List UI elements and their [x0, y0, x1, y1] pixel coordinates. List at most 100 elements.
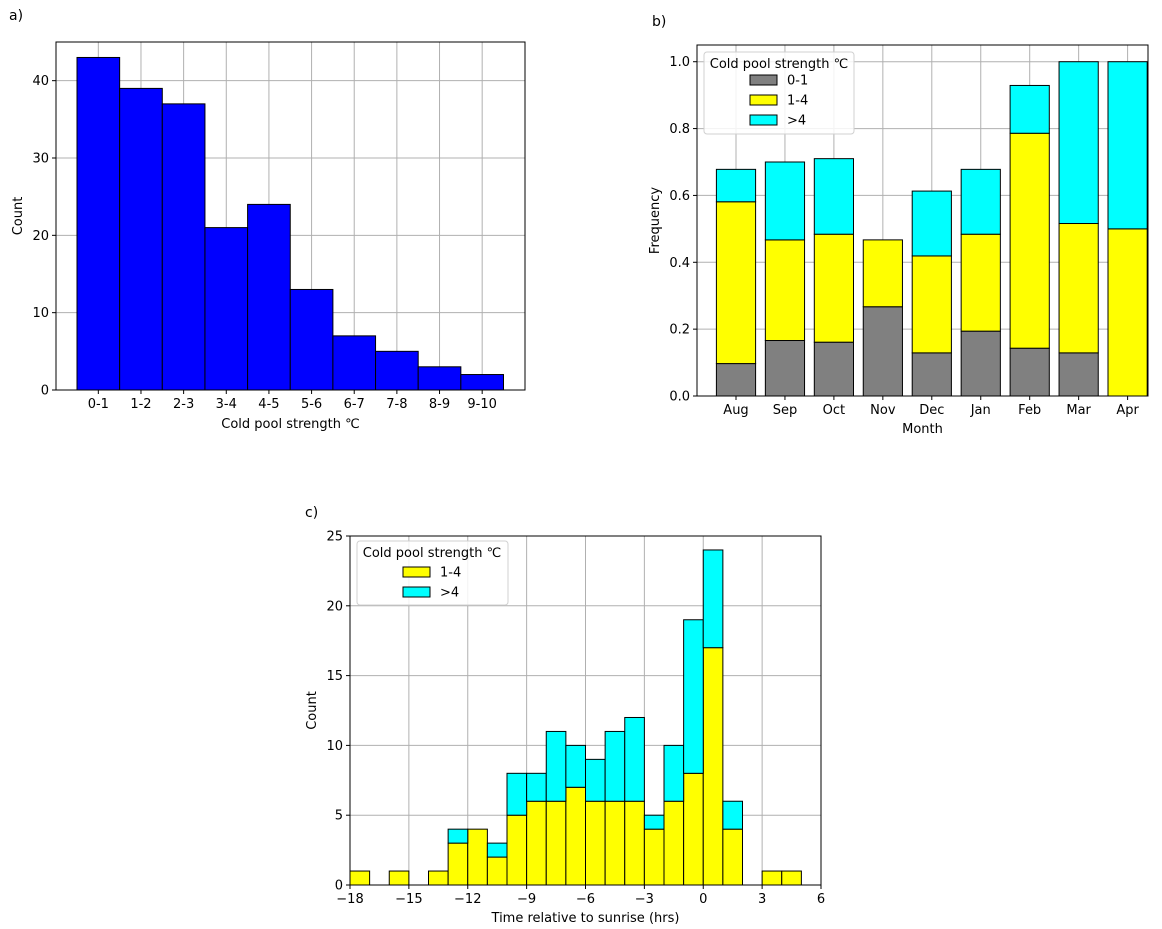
panel-c-bar-0: [702, 647, 724, 886]
panel-c-xtick-label: 6: [817, 892, 825, 907]
panel-b-ytick-label: 0.0: [669, 390, 690, 405]
panel-c-xtick-label: −15: [395, 892, 422, 907]
panel-c-bar-0: [486, 856, 508, 886]
panel-a-xtick-label: 0-1: [88, 397, 109, 412]
panel-c-bar-0: [506, 814, 528, 886]
panel-b-bar-1: [1058, 223, 1099, 354]
panel-b-xtick-label: Feb: [1018, 403, 1041, 418]
panel-b-legend-box: [703, 51, 855, 135]
panel-c-ytick-label: 0: [335, 879, 343, 894]
panel-a-bar: [460, 374, 505, 391]
panel-c-legend: Cold pool strength ℃ 1-4 >4: [356, 540, 509, 606]
panel-b-axes-frame: [696, 44, 1149, 397]
panel-b-bar-0: [862, 306, 903, 397]
panel-b-bar-2: [911, 190, 952, 257]
panel-b-bar-0: [813, 341, 854, 397]
panel-c-legend-swatch: [402, 586, 431, 598]
panel-c-bar-1: [585, 758, 606, 802]
panel-b-label: b): [652, 14, 666, 30]
panel-c-ytick-label: 5: [335, 809, 343, 824]
panel-b-bar-1: [764, 239, 806, 342]
panel-c-legend-label: >4: [440, 586, 459, 601]
panel-b-xtick-label: Apr: [1116, 403, 1139, 418]
panel-a-bar: [375, 350, 419, 391]
panel-c-xtick-label: −6: [576, 892, 595, 907]
panel-a-bar: [332, 335, 377, 391]
panel-c-ytick-label: 15: [326, 669, 343, 684]
panel-b-bar-2: [960, 168, 1001, 235]
panel-b-legend-label: 0-1: [787, 74, 808, 89]
panel-c-legend-label: 1-4: [440, 566, 461, 581]
panel-b-bar-0: [960, 330, 1001, 397]
panel-c-ylabel: Count: [305, 691, 320, 730]
panel-a-bar: [161, 103, 206, 391]
panel-c-axes-frame: [349, 535, 822, 886]
panel-a-xtick-label: 7-8: [386, 397, 407, 412]
panel-c-bar-0: [585, 800, 606, 886]
panel-c-bar-0: [349, 870, 371, 886]
panel-b: b) 0.0 0.2 0.4 0.6 0.8 1.0 Aug Sep Oct Nov Dec Jan Fe…: [648, 14, 1149, 437]
panel-a-xtick-label: 6-7: [344, 397, 365, 412]
panel-c-bar-1: [722, 800, 743, 830]
panel-c-bar-1: [683, 619, 704, 774]
panel-b-bar-2: [813, 158, 854, 235]
panel-b-bar-0: [715, 363, 757, 397]
panel-b-bar-1: [813, 233, 854, 343]
panel-c-label: c): [305, 505, 318, 521]
panel-c-bar-0: [643, 828, 665, 886]
panel-b-ytick-label: 0.8: [669, 122, 690, 137]
panel-c-legend-swatch: [402, 566, 431, 578]
panel-a-xtick-label: 3-4: [216, 397, 237, 412]
panel-a-bar: [247, 203, 291, 391]
panel-c-bar-0: [761, 870, 783, 886]
panel-b-legend-label: >4: [787, 114, 806, 129]
panel-c-bar-1: [702, 549, 724, 649]
panel-c-xlabel: Time relative to sunrise (hrs): [491, 911, 680, 926]
panel-c-bar-1: [526, 772, 547, 802]
panel-a-xlabel: Cold pool strength ℃: [221, 417, 359, 432]
panel-a-ylabel: Count: [11, 197, 26, 236]
panel-b-ytick-label: 0.4: [669, 256, 690, 271]
panel-b-bar-2: [1009, 84, 1050, 134]
panel-a-bar: [204, 227, 249, 391]
panel-b-xtick-label: Dec: [919, 403, 944, 418]
panel-b-bar-0: [1009, 347, 1050, 397]
panel-c-xtick-label: −3: [635, 892, 654, 907]
panel-b-legend-swatch: [749, 114, 778, 126]
panel-c-bar-0: [683, 772, 704, 886]
panel-b-bar-1: [1107, 228, 1148, 397]
panel-a-xtick-label: 1-2: [130, 397, 151, 412]
panel-c-bar-1: [624, 716, 645, 802]
panel-a-xtick-label: 8-9: [429, 397, 450, 412]
panel-b-legend-swatch: [749, 94, 778, 106]
panel-b-bar-1: [911, 255, 952, 354]
panel-b-legend-title: Cold pool strength ℃: [710, 57, 848, 72]
panel-c-bar-1: [663, 744, 685, 802]
panel-b-xtick-label: Oct: [823, 403, 845, 418]
panel-b-ylabel: Frequency: [648, 187, 663, 254]
panel-c-bar-0: [388, 870, 410, 886]
panel-c-xtick-label: −18: [336, 892, 363, 907]
panel-a-ytick-label: 10: [32, 306, 49, 321]
panel-b-ytick-label: 0.2: [669, 323, 690, 338]
panel-c-ytick-label: 20: [326, 599, 343, 614]
panel-b-bar-1: [715, 201, 757, 365]
panel-c-bar-0: [467, 828, 488, 886]
panel-a-bar: [76, 56, 121, 391]
panel-b-xtick-label: Nov: [870, 403, 896, 418]
panel-b-xtick-label: Jan: [970, 403, 991, 418]
panel-b-bar-0: [764, 340, 806, 397]
panel-c-bar-0: [545, 800, 567, 886]
panel-a-label: a): [9, 8, 23, 24]
panel-b-xlabel: Month: [902, 422, 943, 437]
panel-b-bar-0: [1058, 352, 1099, 397]
panel-c-bar-1: [604, 730, 626, 802]
panel-b-bar-1: [862, 239, 903, 308]
panel-c-ytick-label: 25: [326, 530, 343, 545]
panel-c-bar-1: [643, 814, 665, 830]
panel-b-bar-0: [911, 352, 952, 397]
panel-c-xtick-label: −9: [517, 892, 536, 907]
panel-c-ytick-label: 10: [326, 739, 343, 754]
panel-c-bar-0: [428, 870, 449, 886]
